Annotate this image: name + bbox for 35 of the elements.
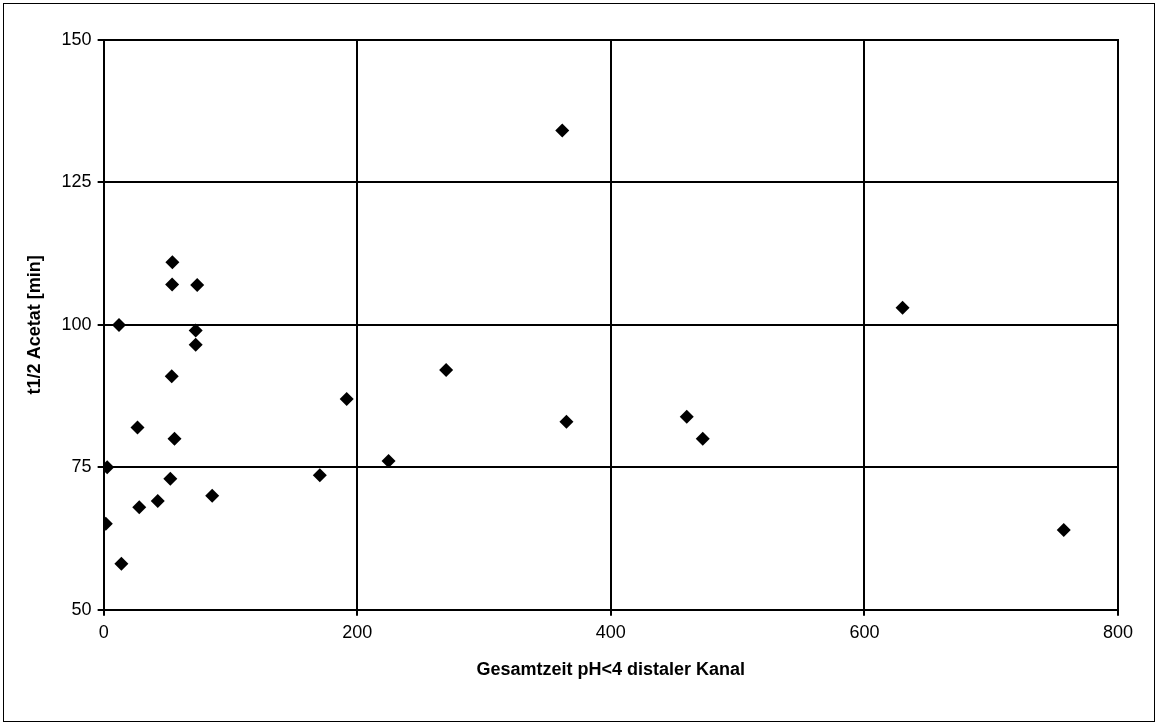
- x-tick-label: 0: [98, 621, 109, 642]
- point: [312, 468, 327, 483]
- point: [165, 277, 180, 292]
- point: [339, 391, 354, 406]
- point: [130, 420, 145, 435]
- point: [1056, 523, 1071, 538]
- y-tick-label: 150: [61, 28, 92, 49]
- x-axis-title: Gesamtzeit pH<4 distaler Kanal: [476, 659, 746, 680]
- x-tick-label: 400: [595, 621, 626, 642]
- point: [679, 409, 694, 424]
- x-tick-label: 200: [342, 621, 373, 642]
- y-axis-title: t1/2 Acetat [min]: [23, 255, 44, 395]
- point: [695, 431, 710, 446]
- y-tick-label: 125: [61, 171, 92, 192]
- y-tick-label: 100: [61, 313, 92, 334]
- point: [559, 414, 574, 429]
- point: [190, 278, 205, 293]
- point: [188, 323, 203, 338]
- point: [439, 362, 454, 377]
- point: [188, 337, 203, 352]
- point: [132, 500, 147, 515]
- point: [164, 369, 179, 384]
- y-tick-label: 75: [71, 456, 92, 477]
- point: [895, 300, 910, 315]
- point: [114, 556, 129, 571]
- x-tick-label: 800: [1102, 621, 1134, 642]
- point: [167, 431, 182, 446]
- point: [150, 493, 165, 508]
- point: [111, 317, 126, 332]
- point: [205, 488, 220, 503]
- point: [163, 471, 178, 486]
- y-tick-label: 50: [71, 598, 92, 619]
- point: [165, 255, 180, 270]
- point: [555, 123, 570, 138]
- x-tick-label: 600: [849, 621, 880, 642]
